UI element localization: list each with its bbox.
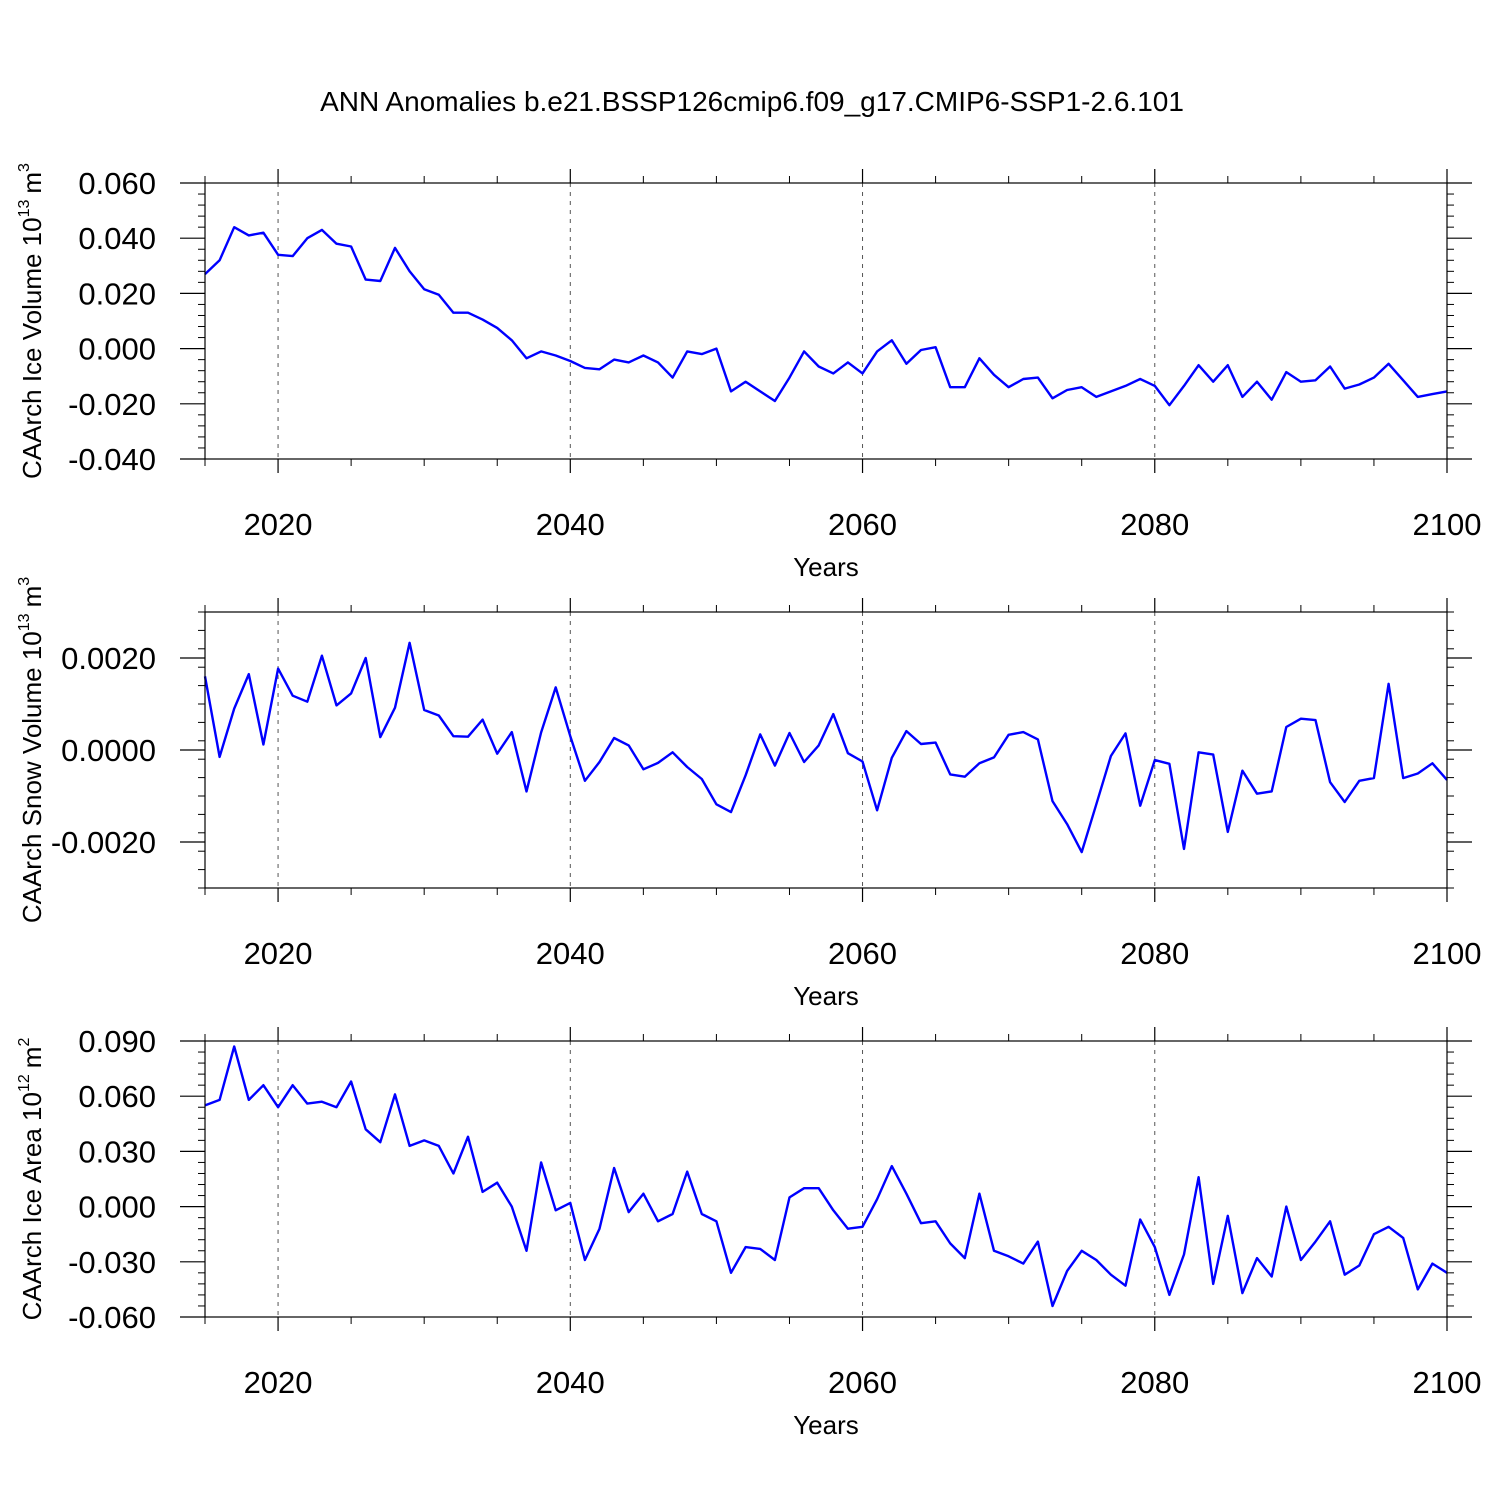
y-axis-label-exponent: 13 <box>16 613 33 631</box>
x-tick-label: 2060 <box>828 507 897 542</box>
x-tick-label: 2040 <box>536 507 605 542</box>
x-tick-label: 2100 <box>1413 936 1482 971</box>
y-axis-label-unit: m <box>17 172 47 194</box>
y-axis-label: CAArch Snow Volume 1013 m3 <box>16 577 47 923</box>
panel-2: 2020 2040 2060 2080 2100 -0.0020 0.0000 0.0020 Y… <box>16 577 1481 1011</box>
x-tick-label: 2020 <box>244 1365 313 1400</box>
y-axis-label-exponent: 13 <box>16 200 33 218</box>
chart-title: ANN Anomalies b.e21.BSSP126cmip6.f09_g17… <box>320 86 1184 117</box>
x-tick-label: 2020 <box>244 507 313 542</box>
x-tick-label: 2100 <box>1413 507 1482 542</box>
x-tick-label: 2080 <box>1120 1365 1189 1400</box>
y-tick-label: 0.090 <box>78 1024 156 1059</box>
y-tick-label: 0.000 <box>78 1190 156 1225</box>
y-tick-label: -0.060 <box>68 1300 156 1335</box>
y-tick-label: -0.020 <box>68 387 156 422</box>
plot-frame <box>204 611 1448 889</box>
y-tick-label: -0.0020 <box>51 825 156 860</box>
y-axis-label-text: CAArch Ice Volume 10 <box>17 217 47 479</box>
y-axis-label: CAArch Ice Volume 1013 m3 <box>16 163 47 479</box>
y-axis-label-text: CAArch Snow Volume 10 <box>17 631 47 923</box>
y-tick-label: 0.000 <box>78 332 156 367</box>
panel-1: 2020 2040 2060 2080 2100 -0.040 -0.020 0.000 0.0… <box>16 163 1481 582</box>
y-axis-label-exponent: 12 <box>16 1074 33 1092</box>
y-tick-label: -0.040 <box>68 442 156 477</box>
y-axis-label: CAArch Ice Area 1012 m2 <box>16 1038 47 1321</box>
y-axis-label-unit-exponent: 3 <box>16 163 33 172</box>
data-line-2 <box>203 641 1448 854</box>
y-tick-label: 0.060 <box>78 1079 156 1114</box>
x-axis-label: Years <box>793 981 859 1011</box>
x-tick-label: 2060 <box>828 936 897 971</box>
panel-3: 2020 2040 2060 2080 2100 -0.060 -0.030 0.000 0.0… <box>16 1024 1481 1440</box>
data-line-1 <box>204 225 1448 407</box>
plot-frame <box>204 1040 1448 1318</box>
y-tick-label: 0.060 <box>78 166 156 201</box>
x-tick-label: 2020 <box>244 936 313 971</box>
y-tick-label: 0.040 <box>78 221 156 256</box>
y-axis-label-text: CAArch Ice Area 10 <box>17 1092 47 1320</box>
plot-frame <box>204 182 1448 460</box>
y-tick-label: 0.0000 <box>61 733 156 768</box>
y-axis-label-unit: m <box>17 1047 47 1069</box>
x-axis-label: Years <box>793 1410 859 1440</box>
x-tick-label: 2080 <box>1120 936 1189 971</box>
y-axis-label-unit-exponent: 2 <box>16 1038 33 1047</box>
x-tick-label: 2100 <box>1413 1365 1482 1400</box>
x-tick-label: 2040 <box>536 1365 605 1400</box>
x-axis-label: Years <box>793 552 859 582</box>
y-axis-label-unit: m <box>17 586 47 608</box>
x-tick-label: 2080 <box>1120 507 1189 542</box>
y-tick-label: 0.020 <box>78 276 156 311</box>
x-tick-label: 2060 <box>828 1365 897 1400</box>
y-tick-label: 0.030 <box>78 1134 156 1169</box>
panels: 2020 2040 2060 2080 2100 -0.040 -0.020 0.000 0.0… <box>16 163 1481 1440</box>
y-tick-label: -0.030 <box>68 1245 156 1280</box>
y-tick-label: 0.0020 <box>61 641 156 676</box>
x-tick-label: 2040 <box>536 936 605 971</box>
y-axis-label-unit-exponent: 3 <box>16 577 33 586</box>
data-line-3 <box>204 1045 1448 1308</box>
